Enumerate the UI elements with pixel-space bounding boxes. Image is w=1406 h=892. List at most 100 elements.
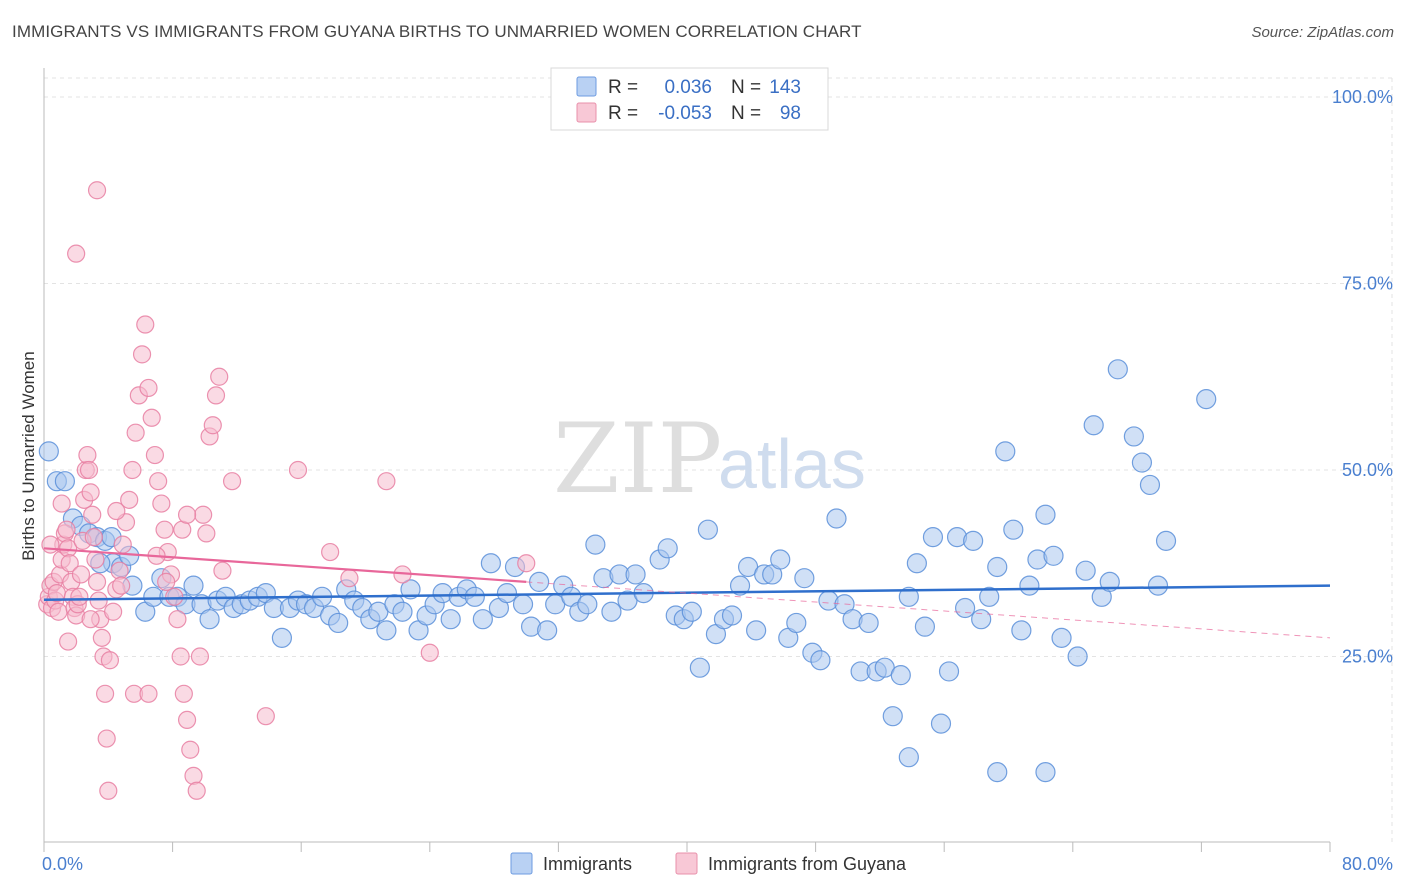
legend-n-label-1: N = [731,77,761,98]
immigrants-point-130 [1099,571,1120,593]
guyana-point-71 [203,416,222,435]
immigrants-point-85 [729,575,751,596]
immigrants-point-124 [1043,545,1064,566]
guyana-point-32 [89,591,108,610]
y-tick-label-1: 50.0% [1342,460,1393,480]
guyana-point-95 [81,610,100,629]
immigrants-point-133 [1131,452,1153,473]
guyana-point-43 [113,535,132,554]
guyana-point-86 [256,707,275,726]
guyana-point-92 [420,643,439,662]
guyana-point-49 [132,345,152,364]
legend-n-value-2: 98 [780,103,801,124]
guyana-point-87 [288,460,308,480]
guyana-point-26 [79,460,99,480]
x-tick-label-min: 0.0% [42,854,83,874]
immigrants-point-109 [922,527,944,548]
bottom-legend: Immigrants Immigrants from Guyana [510,852,907,875]
immigrants-point-76 [657,538,678,559]
immigrants-point-125 [1051,627,1072,648]
guyana-point-29 [84,528,103,547]
immigrants-point-0 [38,441,59,462]
guyana-point-14 [60,554,79,573]
immigrants-point-53 [464,586,485,607]
guyana-point-21 [71,565,91,584]
x-tick-label-max: 80.0% [1342,854,1393,874]
immigrants-point-95 [810,650,831,671]
immigrants-point-132 [1123,426,1144,447]
guyana-point-53 [145,445,165,465]
guyana-point-96 [41,535,60,554]
watermark: ZIP atlas [553,403,866,515]
immigrants-point-29 [271,627,293,648]
watermark-zip: ZIP [553,403,722,515]
guyana-point-64 [181,740,200,759]
immigrants-point-45 [400,579,421,600]
immigrants-point-105 [890,665,911,686]
immigrants-point-104 [882,706,903,727]
bottom-legend-swatch-pink [675,852,698,875]
guyana-point-85 [213,561,232,580]
immigrants-point-136 [1155,530,1177,551]
immigrants-point-123 [1035,504,1056,525]
immigrants-point-139 [1035,762,1056,783]
guyana-point-84 [222,472,242,491]
y-axis-label: Births to Unmarried Women [19,351,38,560]
immigrants-point-106 [898,586,919,607]
guyana-point-30 [86,550,105,569]
immigrants-point-61 [529,571,550,593]
immigrants-point-138 [987,762,1008,783]
guyana-point-25 [78,445,97,465]
guyana-point-65 [184,766,203,785]
guyana-point-54 [149,472,168,491]
immigrants-point-87 [746,620,767,641]
trend-line-guyana [43,547,527,583]
chart-title: IMMIGRANTS VS IMMIGRANTS FROM GUYANA BIR… [12,22,862,41]
immigrants-point-110 [930,713,952,734]
immigrants-point-18 [183,575,204,596]
guyana-point-77 [157,572,176,592]
immigrants-point-84 [721,605,743,626]
bottom-legend-swatch-blue [510,852,533,875]
y-tick-label-3: 100.0% [1332,87,1393,107]
guyana-point-31 [87,572,107,592]
immigrants-point-121 [1019,575,1040,596]
guyana-point-46 [123,460,142,480]
guyana-point-60 [168,610,187,629]
immigrants-point-115 [971,609,992,630]
immigrants-point-50 [440,609,461,630]
guyana-point-89 [340,569,359,588]
immigrants-point-59 [512,594,534,615]
legend-r-label-2: R = [608,103,638,124]
guyana-point-74 [67,244,86,263]
guyana-point-67 [190,647,210,666]
trend-line-immigrants [43,584,1331,602]
guyana-point-63 [177,710,197,730]
guyana-point-91 [377,472,396,491]
guyana-point-62 [174,684,193,703]
legend-r-label-1: R = [608,77,638,98]
guyana-point-12 [57,520,76,539]
immigrants-point-119 [1003,519,1024,540]
guyana-point-72 [206,386,226,405]
watermark-atlas: atlas [718,425,866,503]
immigrants-point-54 [472,609,493,630]
immigrants-point-93 [794,568,815,589]
guyana-point-56 [155,520,174,539]
guyana-point-61 [171,647,190,666]
immigrants-point-67 [577,594,598,615]
guyana-point-81 [112,576,131,595]
y-tick-labels: 25.0% 50.0% 75.0% 100.0% [1332,87,1393,667]
immigrants-point-116 [979,586,1000,607]
guyana-point-40 [104,602,123,621]
guyana-point-28 [83,505,102,524]
legend-swatch-pink [576,102,597,123]
guyana-point-93 [517,554,536,573]
guyana-point-69 [197,524,216,543]
immigrants-point-126 [1067,646,1088,667]
guyana-point-94 [59,632,78,651]
trend-line-guyana-extension [526,581,1331,639]
guyana-point-27 [81,483,100,502]
immigrants-point-137 [898,747,919,768]
